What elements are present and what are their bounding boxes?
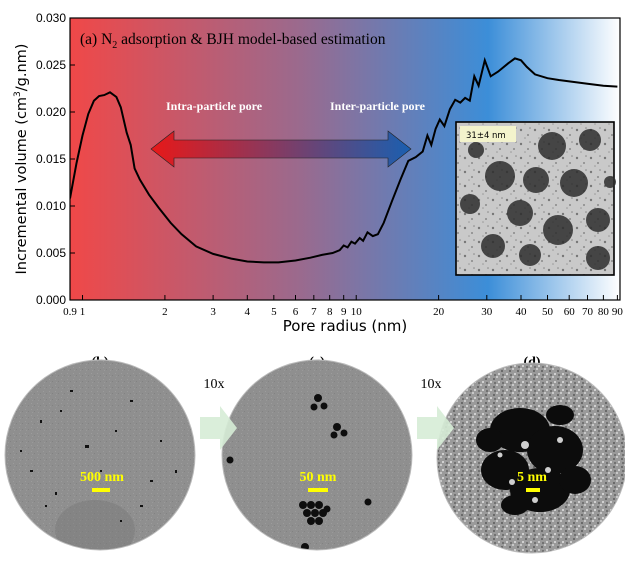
zoom-arrow-2	[417, 406, 454, 450]
x-tick-label: 7	[311, 306, 317, 318]
y-axis-label: Incremental volume (cm3/g.nm)	[13, 44, 30, 275]
zoom-label-2: 10x	[421, 377, 442, 392]
x-tick-label: 40	[515, 306, 527, 318]
x-tick-label: 10	[351, 306, 363, 318]
y-axis-ticks: 0.000 0.005 0.010 0.015 0.020 0.025 0.030	[36, 11, 75, 307]
inset-tem-image: 31±4 nm	[455, 121, 616, 276]
x-tick-label: 50	[542, 306, 554, 318]
double-arrow	[150, 130, 412, 168]
x-tick-label: 80	[598, 306, 610, 318]
y-tick-label: 0.005	[36, 246, 66, 260]
x-tick-label: 4	[245, 306, 251, 318]
y-tick-label: 0.030	[36, 11, 66, 25]
x-tick-label: 60	[564, 306, 576, 318]
scale-bar-d	[526, 488, 540, 492]
x-tick-label: 3	[210, 306, 216, 318]
x-tick-label: 30	[481, 306, 493, 318]
x-tick-label: 1	[80, 306, 86, 318]
x-tick-label: 6	[293, 306, 299, 318]
series-line	[70, 56, 618, 264]
y-tick-label: 0.010	[36, 199, 66, 213]
tem-panel-d	[437, 363, 625, 553]
inset-size-label-box	[460, 126, 516, 142]
scale-bar-label-d: 5 nm	[517, 470, 547, 485]
y-tick-label: 0.020	[36, 105, 66, 119]
tem-panel-b	[5, 360, 195, 550]
x-tick-label: 5	[271, 306, 277, 318]
y-tick-label: 0.000	[36, 293, 66, 307]
x-tick-label: 8	[327, 306, 333, 318]
x-tick-label: 0.9	[63, 306, 77, 318]
zoom-label-1: 10x	[204, 377, 225, 392]
x-axis-label: Pore radius (nm)	[283, 317, 407, 335]
annotation-intra-particle-pore: Intra-particle pore	[166, 99, 263, 113]
x-tick-label: 90	[612, 306, 624, 318]
x-tick-label: 9	[341, 306, 347, 318]
plot-frame	[69, 17, 621, 301]
x-tick-label: 2	[162, 306, 168, 318]
scale-bar-label-b: 500 nm	[80, 470, 124, 485]
inset-size-label: 31±4 nm	[466, 131, 506, 141]
zoom-arrow-1	[200, 406, 237, 450]
x-axis-ticks: 0.9 1 2 3 4 5 6 7 8 9 10 20 30 40 50 60 70 80 90	[63, 295, 623, 318]
x-tick-label: 70	[582, 306, 594, 318]
scale-bar-c	[308, 488, 328, 492]
scale-bar-b	[92, 488, 110, 492]
tem-panel-c	[222, 360, 412, 550]
annotation-inter-particle-pore: Inter-particle pore	[330, 99, 426, 113]
y-tick-label: 0.025	[36, 58, 66, 72]
y-tick-label: 0.015	[36, 152, 66, 166]
scale-bar-label-c: 50 nm	[300, 470, 337, 485]
chart-title: (a) N2 adsorption & BJH model-based esti…	[80, 31, 386, 51]
x-tick-label: 20	[433, 306, 445, 318]
